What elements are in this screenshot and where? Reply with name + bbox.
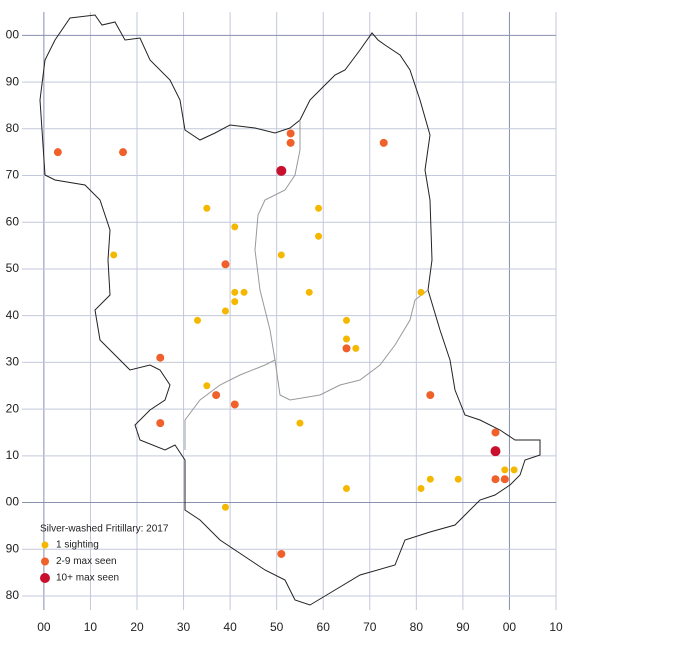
y-tick-label: 80 <box>6 121 20 135</box>
sighting-dot <box>491 475 500 484</box>
x-tick-label: 00 <box>503 620 517 634</box>
legend-label: 10+ max seen <box>56 573 119 584</box>
x-tick-label: 60 <box>317 620 331 634</box>
sighting-dot <box>342 335 350 343</box>
legend-swatch <box>40 573 50 583</box>
sighting-dot <box>342 316 350 324</box>
sighting-dot <box>342 344 351 353</box>
sighting-dot <box>454 475 462 483</box>
x-tick-label: 30 <box>177 620 191 634</box>
x-tick-label: 70 <box>363 620 377 634</box>
county-boundary <box>39 14 541 606</box>
y-tick-label: 90 <box>6 541 20 555</box>
legend-label: 1 sighting <box>56 540 99 551</box>
y-tick-label: 80 <box>6 588 20 602</box>
sighting-dot <box>212 391 221 400</box>
sighting-dot <box>417 288 425 296</box>
x-tick-label: 80 <box>410 620 424 634</box>
x-tick-label: 10 <box>84 620 98 634</box>
legend-swatch <box>41 541 49 549</box>
x-tick-label: 00 <box>37 620 51 634</box>
sighting-dot <box>110 251 118 259</box>
x-tick-label: 90 <box>456 620 470 634</box>
y-tick-label: 40 <box>6 308 20 322</box>
x-tick-label: 40 <box>223 620 237 634</box>
sighting-dot <box>230 400 239 409</box>
district-boundary <box>184 120 429 450</box>
y-tick-label: 20 <box>6 401 20 415</box>
y-tick-label: 00 <box>6 28 20 42</box>
y-tick-label: 90 <box>6 74 20 88</box>
sighting-dot <box>286 138 295 147</box>
sighting-dot <box>426 391 435 400</box>
sighting-dot <box>203 204 211 212</box>
sighting-dot <box>53 148 62 157</box>
legend: Silver-washed Fritillary: 2017 1 sightin… <box>40 524 169 584</box>
sighting-dot <box>491 428 500 437</box>
sighting-dot <box>510 466 518 474</box>
grid <box>22 12 557 610</box>
x-tick-label: 50 <box>270 620 284 634</box>
sighting-dot <box>501 466 509 474</box>
sighting-dot <box>315 232 323 240</box>
legend-title: Silver-washed Fritillary: 2017 <box>40 524 169 535</box>
sighting-dot <box>277 549 286 558</box>
sighting-dot <box>379 138 388 147</box>
sighting-dot <box>342 485 350 493</box>
sighting-dot <box>277 251 285 259</box>
y-tick-label: 10 <box>6 448 20 462</box>
y-tick-label: 70 <box>6 168 20 182</box>
sighting-dot <box>221 307 229 315</box>
sighting-dot <box>240 288 248 296</box>
sighting-dot <box>296 419 304 427</box>
sighting-dot <box>156 353 165 362</box>
sighting-dot <box>231 288 239 296</box>
sighting-dot <box>203 382 211 390</box>
x-tick-label: 20 <box>130 620 144 634</box>
sighting-dot <box>286 129 295 138</box>
sighting-dot <box>315 204 323 212</box>
sighting-dot <box>231 298 239 306</box>
sighting-dot <box>231 223 239 231</box>
sighting-dot <box>490 446 501 457</box>
y-tick-label: 50 <box>6 261 20 275</box>
sighting-dot <box>156 419 165 428</box>
sighting-dot <box>194 316 202 324</box>
y-tick-label: 30 <box>6 355 20 369</box>
x-tick-label: 10 <box>549 620 563 634</box>
sighting-dot <box>352 344 360 352</box>
sighting-dot <box>276 165 287 176</box>
sighting-dot <box>417 485 425 493</box>
sighting-dot <box>305 288 313 296</box>
sightings <box>53 129 518 558</box>
sighting-dot <box>119 148 128 157</box>
legend-label: 2-9 max seen <box>56 556 117 567</box>
y-tick-label: 60 <box>6 214 20 228</box>
sighting-dot <box>426 475 434 483</box>
sighting-dot <box>221 503 229 511</box>
y-tick-label: 00 <box>6 495 20 509</box>
legend-swatch <box>41 557 49 566</box>
sighting-dot <box>500 475 509 484</box>
sighting-dot <box>221 260 230 269</box>
